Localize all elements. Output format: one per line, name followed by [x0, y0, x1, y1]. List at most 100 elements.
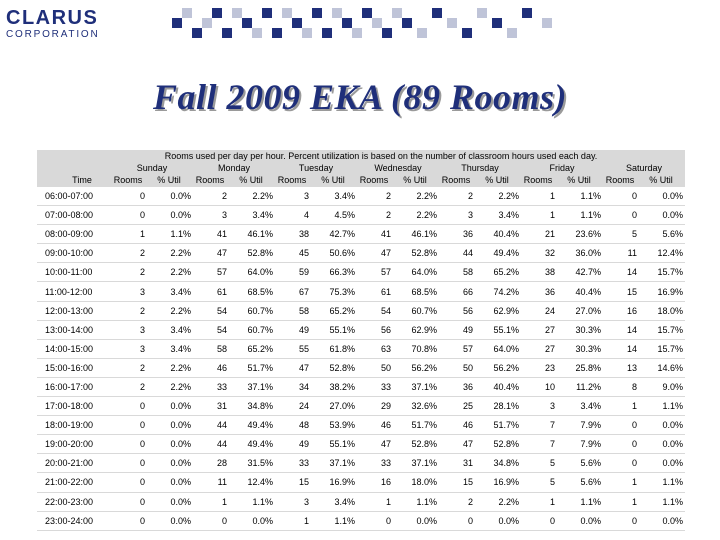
rooms-cell: 7	[521, 415, 555, 436]
util-cell: 3.4%	[473, 205, 521, 226]
table-row: 16:00-17:00 2 2.2% 33 37.1% 34 38.2% 33 37.1% 36 4…	[37, 377, 685, 398]
rooms-cell: 3	[275, 187, 309, 207]
table-row: 17:00-18:00 0 0.0% 31 34.8% 24 27.0% 29 32.6% 25 2…	[37, 396, 685, 417]
time-cell: 11:00-12:00	[37, 281, 111, 302]
table-note: Rooms used per day per hour. Percent uti…	[164, 151, 598, 161]
rooms-cell: 57	[193, 262, 227, 283]
util-cell: 9.0%	[637, 377, 685, 398]
util-cell: 18.0%	[391, 472, 439, 493]
util-cell: 52.8%	[473, 434, 521, 455]
util-cell: 0.0%	[145, 434, 193, 455]
table-header: Rooms used per day per hour. Percent uti…	[37, 150, 685, 187]
rooms-cell: 1	[357, 492, 391, 512]
table-row: 07:00-08:00 0 0.0% 3 3.4% 4 4.5% 2 2.2% 3 3.4% 1 1.1…	[37, 205, 685, 226]
util-cell: 3.4%	[145, 281, 193, 302]
util-cell: 62.9%	[391, 320, 439, 340]
time-header: Time	[72, 175, 92, 185]
util-cell: 65.2%	[309, 301, 357, 321]
util-cell: 51.7%	[391, 415, 439, 436]
rooms-cell: 0	[111, 453, 145, 474]
rooms-cell: 1	[275, 511, 309, 531]
util-cell: 30.3%	[555, 339, 603, 359]
table-row: 12:00-13:00 2 2.2% 54 60.7% 58 65.2% 54 60.7% 56 6…	[37, 301, 685, 321]
rooms-cell: 0	[111, 511, 145, 531]
util-cell: 0.0%	[145, 396, 193, 417]
rooms-cell: 2	[439, 187, 473, 207]
rooms-cell: 63	[357, 339, 391, 359]
rooms-cell: 54	[193, 320, 227, 340]
util-cell: 55.1%	[309, 320, 357, 340]
util-subheader: % Util	[157, 175, 181, 185]
util-cell: 1.1%	[637, 472, 685, 493]
rooms-cell: 2	[111, 243, 145, 264]
rooms-cell: 15	[439, 472, 473, 493]
util-cell: 4.5%	[309, 205, 357, 226]
rooms-cell: 57	[357, 262, 391, 283]
rooms-cell: 33	[357, 453, 391, 474]
util-cell: 2.2%	[473, 492, 521, 512]
util-cell: 64.0%	[473, 339, 521, 359]
util-cell: 1.1%	[555, 492, 603, 512]
util-cell: 2.2%	[227, 187, 275, 207]
rooms-cell: 0	[111, 492, 145, 512]
rooms-cell: 7	[521, 434, 555, 455]
rooms-cell: 2	[111, 358, 145, 378]
rooms-cell: 24	[521, 301, 555, 321]
util-cell: 25.8%	[555, 358, 603, 378]
rooms-cell: 41	[357, 224, 391, 245]
table-row: 08:00-09:00 1 1.1% 41 46.1% 38 42.7% 41 46.1% 36 4…	[37, 224, 685, 245]
rooms-cell: 47	[439, 434, 473, 455]
rooms-subheader: Rooms	[605, 175, 635, 185]
table-row: 19:00-20:00 0 0.0% 44 49.4% 49 55.1% 47 52.8% 47 5…	[37, 434, 685, 455]
rooms-cell: 16	[357, 472, 391, 493]
util-cell: 66.3%	[309, 262, 357, 283]
table-row: 13:00-14:00 3 3.4% 54 60.7% 49 55.1% 56 62.9% 49 5…	[37, 320, 685, 340]
rooms-cell: 59	[275, 262, 309, 283]
util-cell: 3.4%	[145, 339, 193, 359]
util-cell: 0.0%	[145, 511, 193, 531]
util-cell: 14.6%	[637, 358, 685, 378]
util-cell: 27.0%	[309, 396, 357, 417]
util-cell: 53.9%	[309, 415, 357, 436]
rooms-cell: 47	[357, 243, 391, 264]
rooms-cell: 1	[521, 187, 555, 207]
util-cell: 23.6%	[555, 224, 603, 245]
util-cell: 36.0%	[555, 243, 603, 264]
rooms-cell: 36	[439, 377, 473, 398]
day-header-monday: Monday	[217, 163, 251, 173]
util-cell: 64.0%	[227, 262, 275, 283]
rooms-cell: 3	[111, 281, 145, 302]
util-cell: 2.2%	[145, 358, 193, 378]
rooms-cell: 49	[439, 320, 473, 340]
util-cell: 2.2%	[145, 377, 193, 398]
rooms-cell: 13	[603, 358, 637, 378]
day-header-friday: Friday	[549, 163, 575, 173]
util-subheader: % Util	[321, 175, 345, 185]
rooms-cell: 44	[193, 415, 227, 436]
util-cell: 16.9%	[309, 472, 357, 493]
rooms-cell: 48	[275, 415, 309, 436]
util-cell: 37.1%	[391, 377, 439, 398]
rooms-cell: 38	[275, 224, 309, 245]
util-cell: 1.1%	[309, 511, 357, 531]
rooms-cell: 1	[521, 492, 555, 512]
day-header-tuesday: Tuesday	[298, 163, 334, 173]
rooms-cell: 34	[275, 377, 309, 398]
util-cell: 27.0%	[555, 301, 603, 321]
util-cell: 0.0%	[637, 434, 685, 455]
util-cell: 0.0%	[637, 187, 685, 207]
util-subheader: % Util	[239, 175, 263, 185]
util-cell: 7.9%	[555, 434, 603, 455]
rooms-subheader: Rooms	[359, 175, 389, 185]
time-cell: 23:00-24:00	[37, 511, 111, 531]
util-cell: 30.3%	[555, 320, 603, 340]
table-row: 10:00-11:00 2 2.2% 57 64.0% 59 66.3% 57 64.0% 58 6…	[37, 262, 685, 283]
rooms-cell: 56	[439, 301, 473, 321]
util-cell: 7.9%	[555, 415, 603, 436]
table-row: 15:00-16:00 2 2.2% 46 51.7% 47 52.8% 50 56.2% 50 5…	[37, 358, 685, 378]
util-cell: 56.2%	[473, 358, 521, 378]
day-header-wednesday: Wednesday	[374, 163, 422, 173]
util-cell: 2.2%	[391, 187, 439, 207]
rooms-cell: 41	[193, 224, 227, 245]
time-cell: 09:00-10:00	[37, 243, 111, 264]
